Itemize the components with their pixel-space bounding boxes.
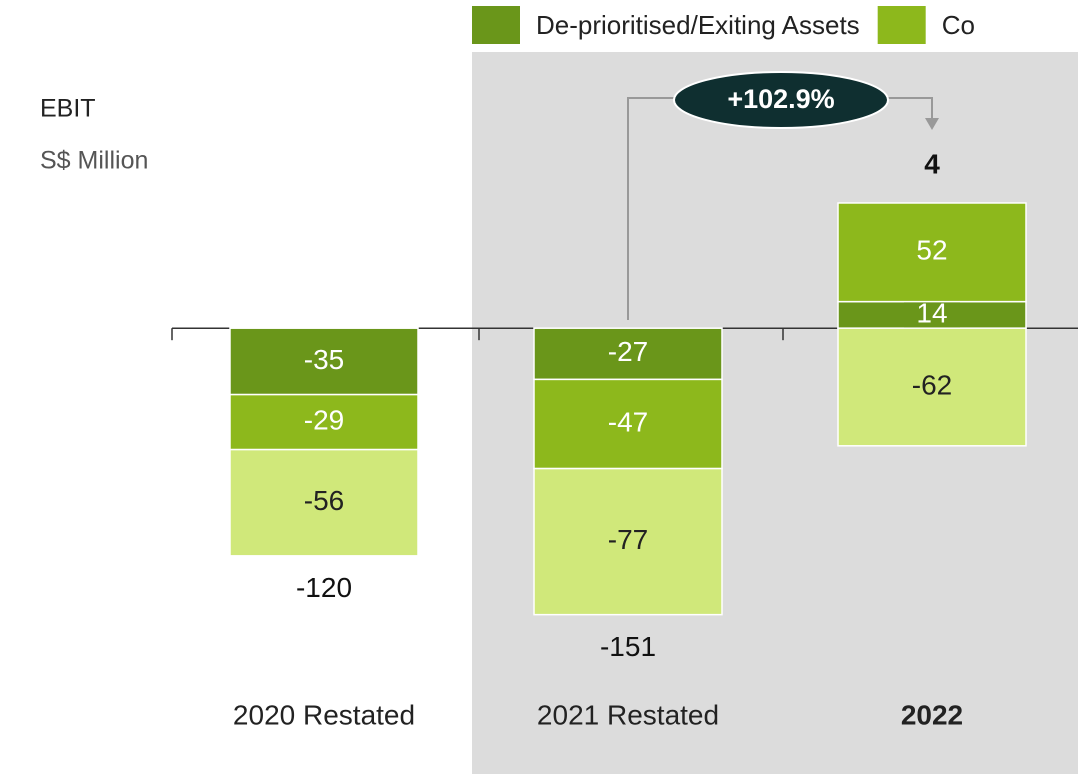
bar-segment (837, 327, 1027, 447)
connector (887, 97, 933, 120)
axis-title: EBIT (40, 95, 96, 123)
bar-segment (229, 393, 419, 451)
x-tick-label: 2022 (901, 699, 963, 730)
segment-label: 14 (916, 297, 947, 328)
segment-label: -62 (912, 369, 952, 400)
bar-segment (837, 202, 1027, 303)
unit-label: S$ Million (40, 147, 148, 175)
annotation-badge (673, 71, 889, 129)
total-label: 4 (924, 148, 940, 179)
segment-label: 52 (916, 235, 947, 266)
legend-swatch (877, 6, 926, 44)
total-label: -151 (600, 631, 656, 662)
annotation-label: +102.9% (727, 84, 834, 114)
legend-label: Co (942, 10, 975, 40)
segment-label: -29 (304, 404, 344, 435)
total-label: -120 (296, 572, 352, 603)
segment-label: -56 (304, 485, 344, 516)
legend-label: De-prioritised/Exiting Assets (536, 10, 860, 40)
bar-segment (533, 378, 723, 470)
bar-segment (533, 327, 723, 381)
bar-segment (533, 467, 723, 616)
legend-swatch (472, 6, 520, 44)
segment-label: -47 (608, 406, 648, 437)
segment-label: -27 (608, 336, 648, 367)
segment-label: -35 (304, 344, 344, 375)
x-tick-label: 2020 Restated (233, 699, 415, 730)
connector (627, 97, 676, 320)
x-tick-label: 2021 Restated (537, 699, 719, 730)
arrow-head (925, 118, 939, 130)
bar-segment (229, 448, 419, 557)
segment-label: -77 (608, 524, 648, 555)
